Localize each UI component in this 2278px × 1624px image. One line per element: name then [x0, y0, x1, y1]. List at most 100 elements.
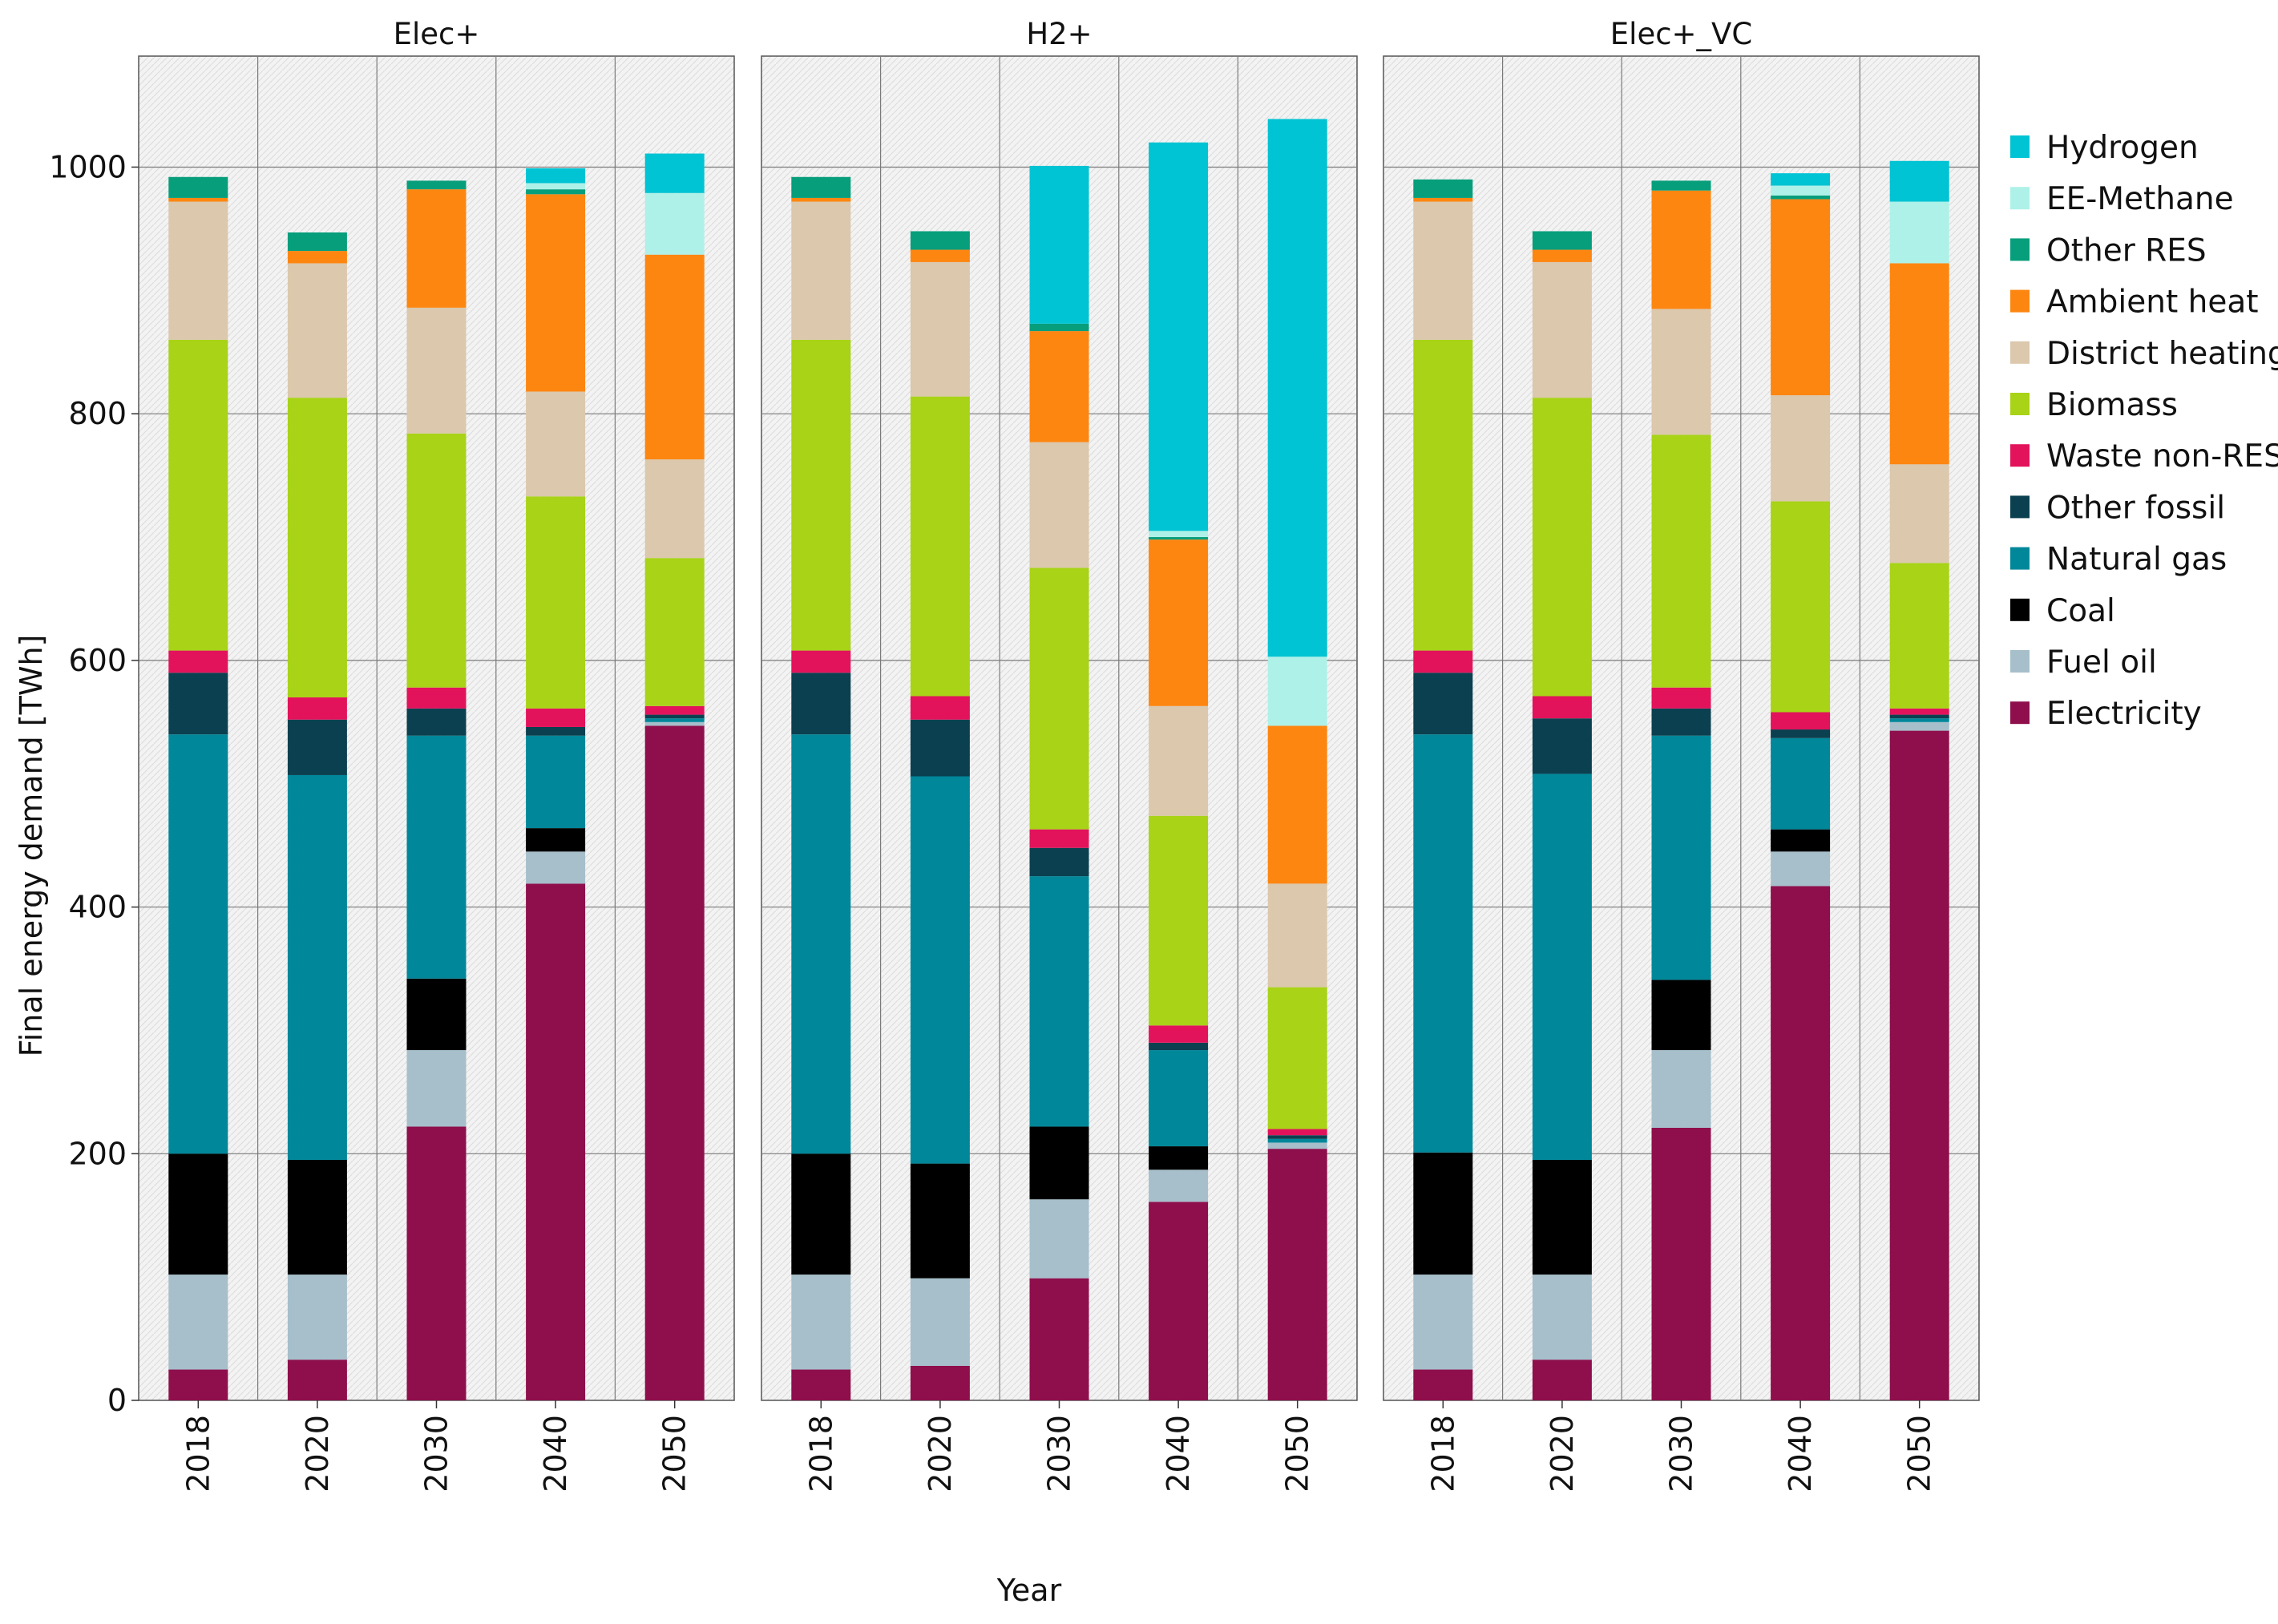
bar-h2-2020-biomass — [911, 397, 970, 697]
bar-elec-vc-2020-natural-gas — [1533, 774, 1592, 1160]
bar-elec-vc-2020-ambient-heat — [1533, 250, 1592, 262]
bar-elec-vc-2040-natural-gas — [1771, 738, 1830, 830]
legend-item-ambient-heat: Ambient heat — [2010, 285, 2259, 321]
bar-elec-2050-waste-non-res — [645, 706, 705, 715]
bar-h2-2020-other-fossil — [911, 720, 970, 777]
bar-elec-2030-electricity — [407, 1126, 467, 1400]
legend-label: Natural gas — [2046, 542, 2227, 578]
bar-elec-vc-2018-other-res — [1413, 180, 1472, 198]
panel-title: H2+ — [1026, 17, 1092, 51]
legend-label: District heating — [2046, 336, 2278, 372]
bar-elec-2020-fuel-oil — [288, 1275, 347, 1359]
bar-h2-2050-district-heating — [1268, 883, 1327, 987]
bar-elec-vc-2030-district-heating — [1652, 309, 1711, 434]
panel-title: Elec+ — [394, 17, 480, 51]
bar-h2-2020-coal — [911, 1164, 970, 1279]
bar-elec-2050-electricity — [645, 725, 705, 1400]
x-tick-label: 2018 — [803, 1415, 838, 1493]
bar-h2-2030-waste-non-res — [1030, 830, 1089, 848]
y-tick-label: 800 — [68, 396, 127, 431]
bar-elec-2050-biomass — [645, 558, 705, 706]
bar-elec-vc-2050-biomass — [1890, 563, 1949, 709]
bar-elec-2040-electricity — [526, 883, 585, 1400]
bar-elec-2018-electricity — [168, 1370, 228, 1400]
bar-elec-vc-2020-district-heating — [1533, 262, 1592, 398]
legend-label: EE-Methane — [2046, 181, 2234, 217]
legend-item-coal: Coal — [2010, 593, 2115, 629]
bar-h2-2040-hydrogen — [1149, 143, 1208, 531]
bar-elec-vc-2050-electricity — [1890, 731, 1949, 1400]
bar-elec-2018-other-fossil — [168, 673, 228, 734]
bar-elec-2020-electricity — [288, 1359, 347, 1400]
bar-elec-vc-2030-other-res — [1652, 180, 1711, 190]
bar-h2-2040-ambient-heat — [1149, 539, 1208, 706]
bar-elec-2018-district-heating — [168, 202, 228, 340]
bar-elec-2020-district-heating — [288, 263, 347, 398]
x-tick-label: 2040 — [1161, 1415, 1196, 1493]
bar-elec-2040-waste-non-res — [526, 709, 585, 727]
bar-elec-vc-2020-coal — [1533, 1160, 1592, 1275]
bar-h2-2040-waste-non-res — [1149, 1025, 1208, 1043]
bar-elec-2040-biomass — [526, 496, 585, 709]
bar-h2-2020-ambient-heat — [911, 250, 970, 262]
bar-h2-2030-fuel-oil — [1030, 1199, 1089, 1278]
bar-elec-2030-other-fossil — [407, 709, 467, 736]
bar-h2-2040-electricity — [1149, 1202, 1208, 1400]
bar-elec-2020-coal — [288, 1160, 347, 1275]
bar-elec-vc-2030-fuel-oil — [1652, 1050, 1711, 1128]
x-tick-label: 2018 — [180, 1415, 216, 1493]
bar-elec-2018-ambient-heat — [168, 198, 228, 202]
bar-elec-vc-2020-waste-non-res — [1533, 696, 1592, 718]
bar-h2-2040-fuel-oil — [1149, 1170, 1208, 1202]
bar-elec-vc-2030-natural-gas — [1652, 736, 1711, 980]
bar-elec-2018-biomass — [168, 340, 228, 651]
legend-swatch — [2010, 495, 2030, 518]
legend-swatch — [2010, 187, 2030, 209]
y-tick-label: 400 — [68, 890, 127, 925]
bar-h2-2040-other-fossil — [1149, 1043, 1208, 1050]
bar-h2-2018-fuel-oil — [791, 1275, 850, 1369]
bar-elec-vc-2018-waste-non-res — [1413, 651, 1472, 673]
bar-elec-vc-2040-ee-methane — [1771, 186, 1830, 196]
legend-swatch — [2010, 650, 2030, 673]
stacked-bar-chart: 2018 2020 2030 2040 2050Elec+2018 2020 2030 204… — [0, 0, 2278, 1624]
bar-elec-2020-biomass — [288, 398, 347, 697]
legend-swatch — [2010, 290, 2030, 313]
bar-h2-2050-electricity — [1268, 1149, 1327, 1400]
legend-label: Electricity — [2046, 696, 2202, 732]
bar-h2-2050-biomass — [1268, 988, 1327, 1129]
bar-elec-vc-2018-coal — [1413, 1153, 1472, 1275]
legend-item-fuel-oil: Fuel oil — [2010, 644, 2157, 681]
legend-item-other-res: Other RES — [2010, 232, 2207, 269]
bar-elec-2030-natural-gas — [407, 736, 467, 979]
bar-h2-2020-natural-gas — [911, 777, 970, 1164]
bar-elec-vc-2040-ambient-heat — [1771, 199, 1830, 395]
y-tick-label: 200 — [68, 1136, 127, 1171]
bar-elec-vc-2040-electricity — [1771, 886, 1830, 1400]
bar-elec-vc-2020-other-fossil — [1533, 718, 1592, 774]
x-tick-label: 2030 — [1664, 1415, 1699, 1493]
legend-label: Ambient heat — [2046, 285, 2259, 321]
bar-h2-2020-other-res — [911, 231, 970, 249]
panel-elec-vc: 2018 2020 2030 2040 2050 Elec+_VC — [1383, 17, 1979, 1493]
x-tick-label: 2030 — [419, 1415, 454, 1493]
bar-elec-vc-2018-natural-gas — [1413, 734, 1472, 1153]
bar-h2-2050-ee-methane — [1268, 656, 1327, 725]
bar-h2-2030-natural-gas — [1030, 876, 1089, 1126]
bar-h2-2050-natural-gas — [1268, 1139, 1327, 1143]
bar-h2-2018-natural-gas — [791, 734, 850, 1153]
y-axis-label: Final energy demand [TWh] — [14, 635, 49, 1057]
bar-h2-2040-biomass — [1149, 816, 1208, 1026]
bar-elec-vc-2050-hydrogen — [1890, 161, 1949, 202]
bar-elec-2040-district-heating — [526, 391, 585, 496]
legend-label: Coal — [2046, 593, 2115, 629]
bar-elec-vc-2040-other-res — [1771, 196, 1830, 200]
bar-h2-2018-waste-non-res — [791, 651, 850, 673]
bar-elec-vc-2020-fuel-oil — [1533, 1275, 1592, 1359]
bar-elec-vc-2050-ambient-heat — [1890, 263, 1949, 464]
legend-swatch — [2010, 341, 2030, 364]
x-tick-label: 2030 — [1042, 1415, 1077, 1493]
bar-elec-vc-2050-waste-non-res — [1890, 709, 1949, 715]
bar-elec-vc-2040-coal — [1771, 830, 1830, 852]
y-tick-label: 600 — [68, 643, 127, 678]
